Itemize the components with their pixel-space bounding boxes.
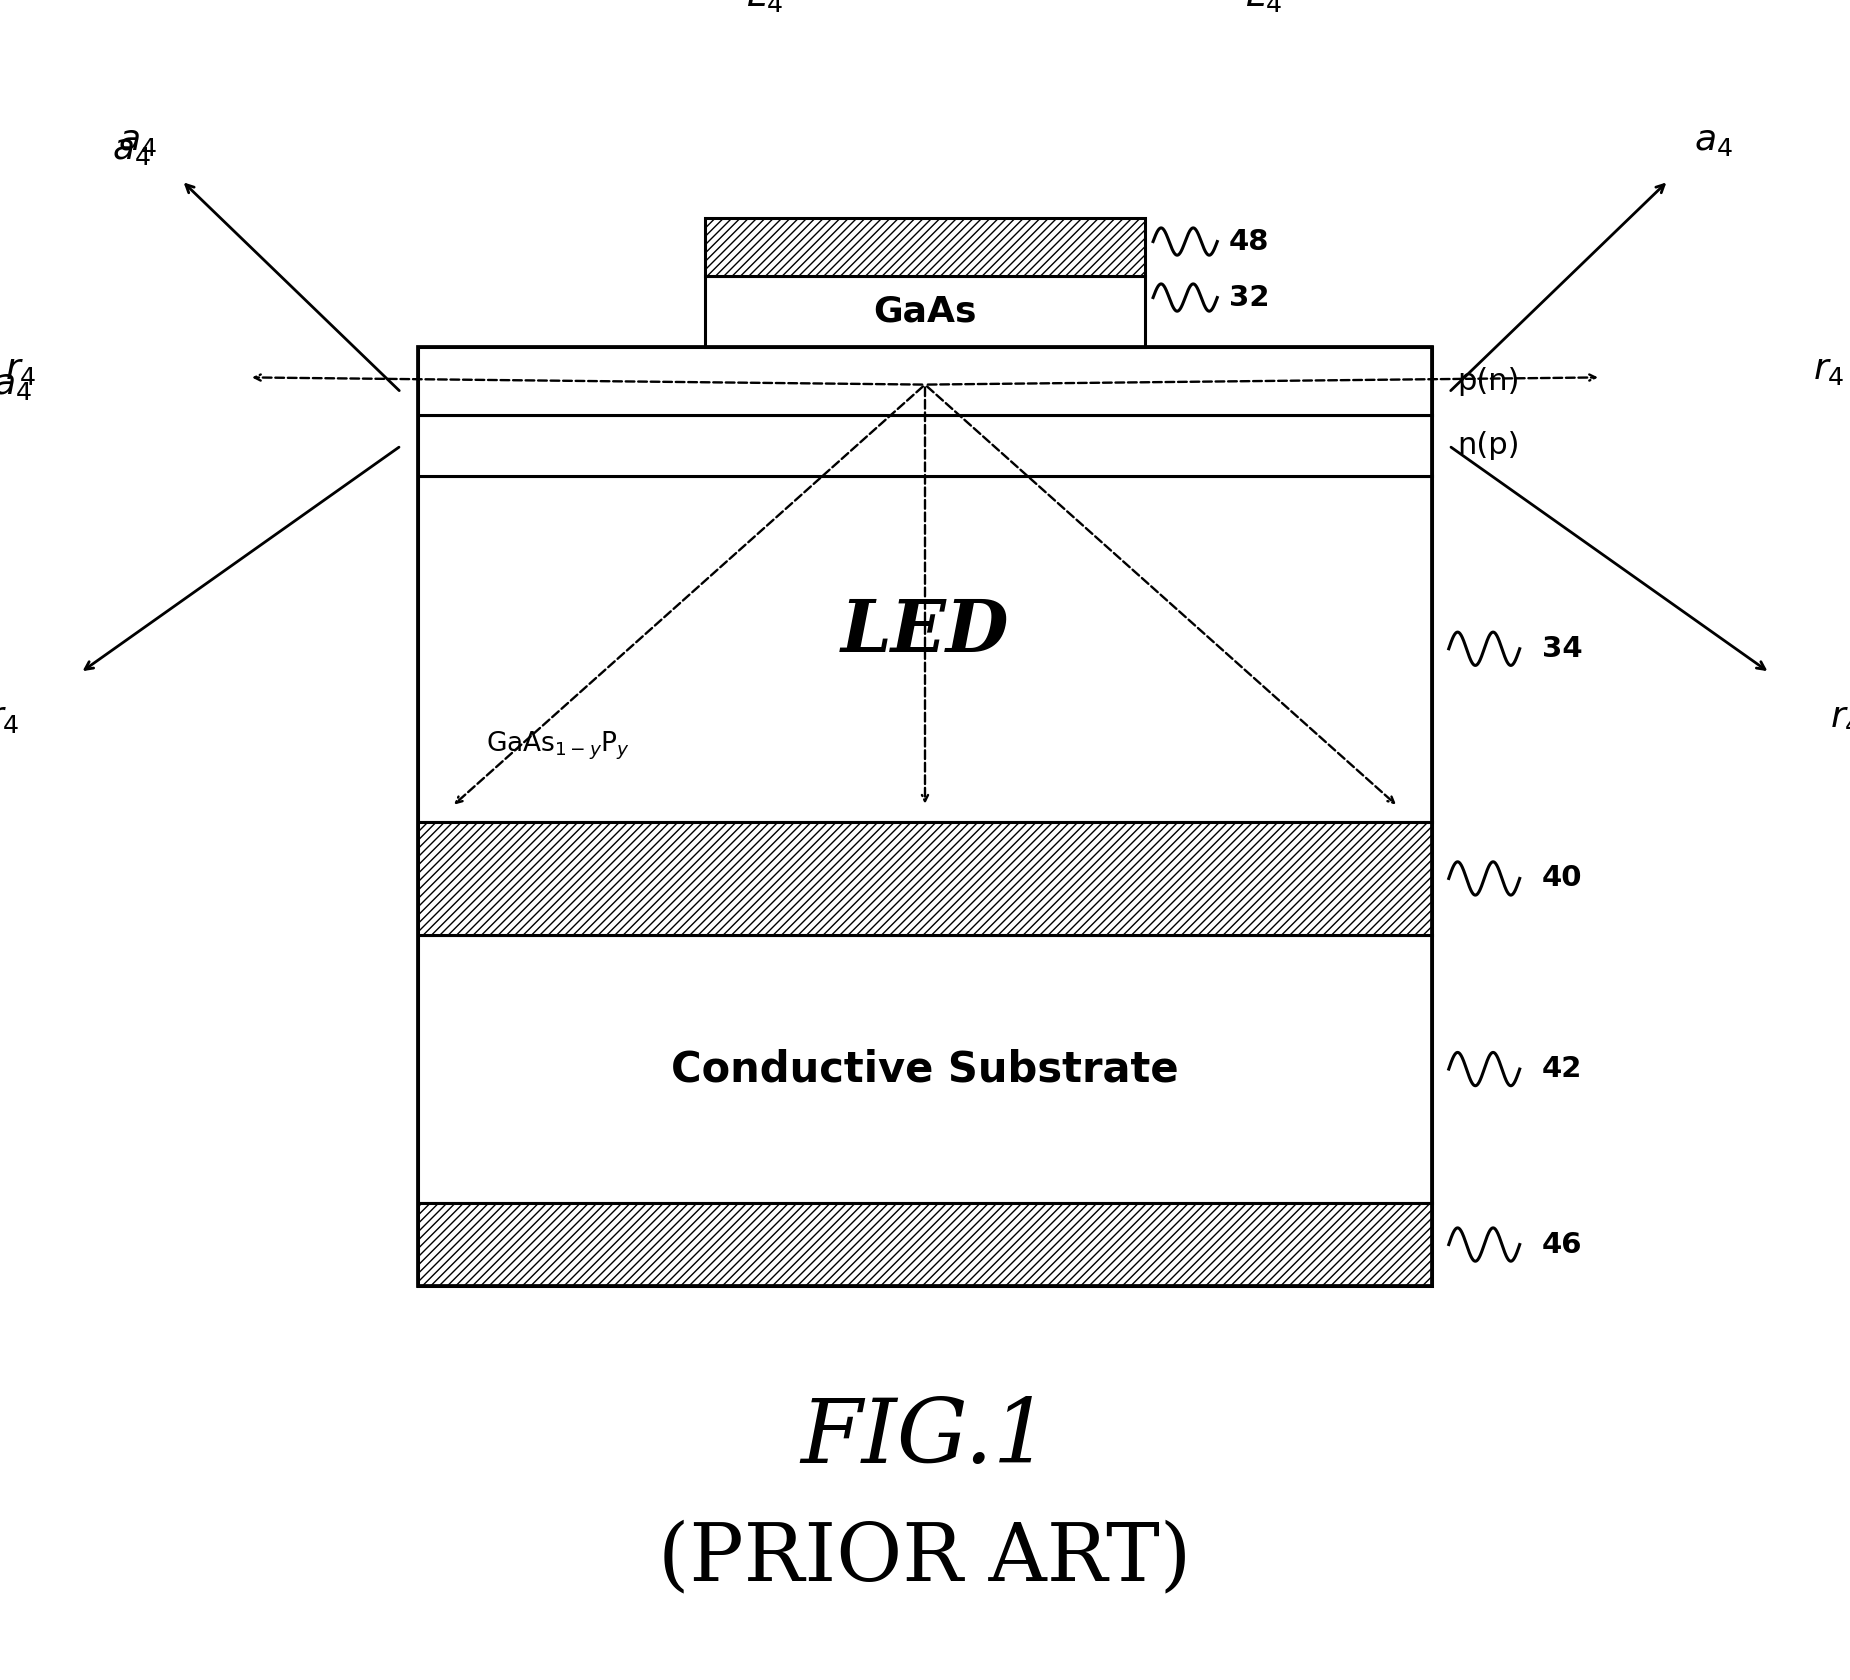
Text: $a_4$: $a_4$ <box>1695 124 1732 158</box>
Bar <box>418 822 1432 936</box>
Text: $r_4$: $r_4$ <box>1813 353 1844 386</box>
Text: 48: 48 <box>1228 227 1269 255</box>
Bar <box>418 936 1432 1203</box>
Bar <box>418 348 1432 1287</box>
Bar <box>418 1203 1432 1287</box>
Text: $a_4$: $a_4$ <box>111 133 150 168</box>
Text: n(p): n(p) <box>1458 432 1519 460</box>
Text: $L_4$: $L_4$ <box>1245 0 1282 13</box>
Text: (PRIOR ART): (PRIOR ART) <box>659 1520 1191 1598</box>
Text: FIG.1: FIG.1 <box>801 1394 1049 1482</box>
Text: GaAs: GaAs <box>873 294 977 329</box>
Text: $r_4$: $r_4$ <box>0 701 20 736</box>
Bar <box>705 218 1145 276</box>
Text: p(n): p(n) <box>1458 366 1519 396</box>
Text: 32: 32 <box>1228 284 1269 311</box>
Text: $r_4$: $r_4$ <box>1830 701 1850 736</box>
Text: LED: LED <box>840 596 1010 667</box>
Text: 46: 46 <box>1541 1230 1582 1258</box>
Text: 34: 34 <box>1541 635 1582 662</box>
Bar <box>418 348 1432 415</box>
Text: $a_4$: $a_4$ <box>118 124 155 158</box>
Text: $L_4$: $L_4$ <box>746 0 783 13</box>
Bar <box>705 276 1145 348</box>
Bar <box>418 415 1432 475</box>
Text: $r_4$: $r_4$ <box>6 353 37 386</box>
Bar <box>418 475 1432 822</box>
Text: 42: 42 <box>1541 1055 1582 1084</box>
Text: $a_4$: $a_4$ <box>0 368 31 402</box>
Text: 40: 40 <box>1541 865 1582 892</box>
Text: GaAs$_{1-y}$P$_y$: GaAs$_{1-y}$P$_y$ <box>487 729 629 761</box>
Text: Conductive Substrate: Conductive Substrate <box>672 1048 1178 1090</box>
